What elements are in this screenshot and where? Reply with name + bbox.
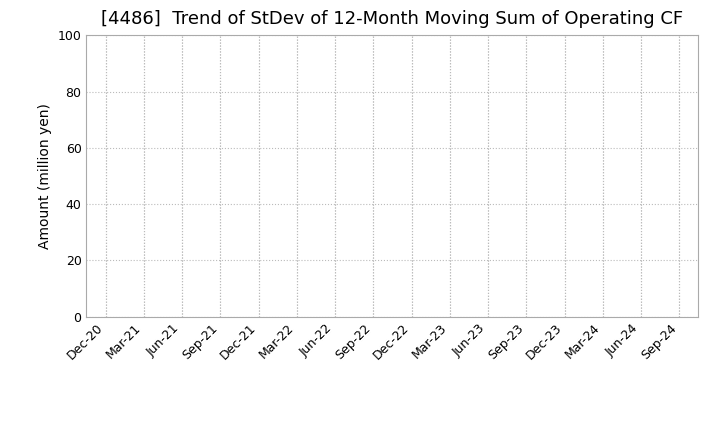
Y-axis label: Amount (million yen): Amount (million yen) (38, 103, 52, 249)
Title: [4486]  Trend of StDev of 12-Month Moving Sum of Operating CF: [4486] Trend of StDev of 12-Month Moving… (102, 10, 683, 28)
